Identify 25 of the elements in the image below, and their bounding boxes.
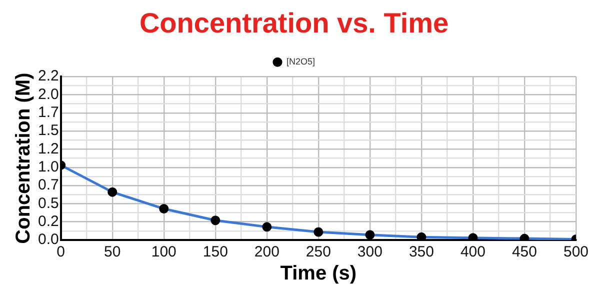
x-tick-label: 0 <box>56 244 66 261</box>
x-tick-label: 250 <box>306 244 331 261</box>
y-tick-label: 2.0 <box>38 86 59 103</box>
x-tick-label: 350 <box>408 244 434 261</box>
y-tick-label: 1.7 <box>38 104 59 122</box>
x-tick-label: 500 <box>563 244 589 261</box>
y-axis-title: Concentration (M) <box>12 72 35 244</box>
x-tick-label: 400 <box>460 244 486 261</box>
x-tick-label: 150 <box>202 244 228 261</box>
y-tick-label: 0.2 <box>38 212 59 230</box>
y-tick-label: 0.5 <box>38 194 59 212</box>
legend-label: [N2O5] <box>286 56 316 67</box>
y-tick-label: 1.5 <box>38 122 59 140</box>
y-tick-label: 2.2 <box>38 68 59 85</box>
y-tick-label: 0.0 <box>38 231 59 248</box>
x-tick-label: 300 <box>357 244 382 261</box>
x-tick-label: 450 <box>512 244 537 261</box>
chart-title: Concentration vs. Time <box>139 8 449 39</box>
y-tick-label: 1.2 <box>38 140 59 158</box>
x-tick-label: 100 <box>151 244 176 261</box>
x-axis-title: Time (s) <box>280 262 357 285</box>
y-tick-label: 1.0 <box>38 158 59 176</box>
x-tick-label: 50 <box>104 244 121 261</box>
y-tick-label: 0.7 <box>38 176 59 194</box>
x-tick-label: 200 <box>254 244 280 261</box>
